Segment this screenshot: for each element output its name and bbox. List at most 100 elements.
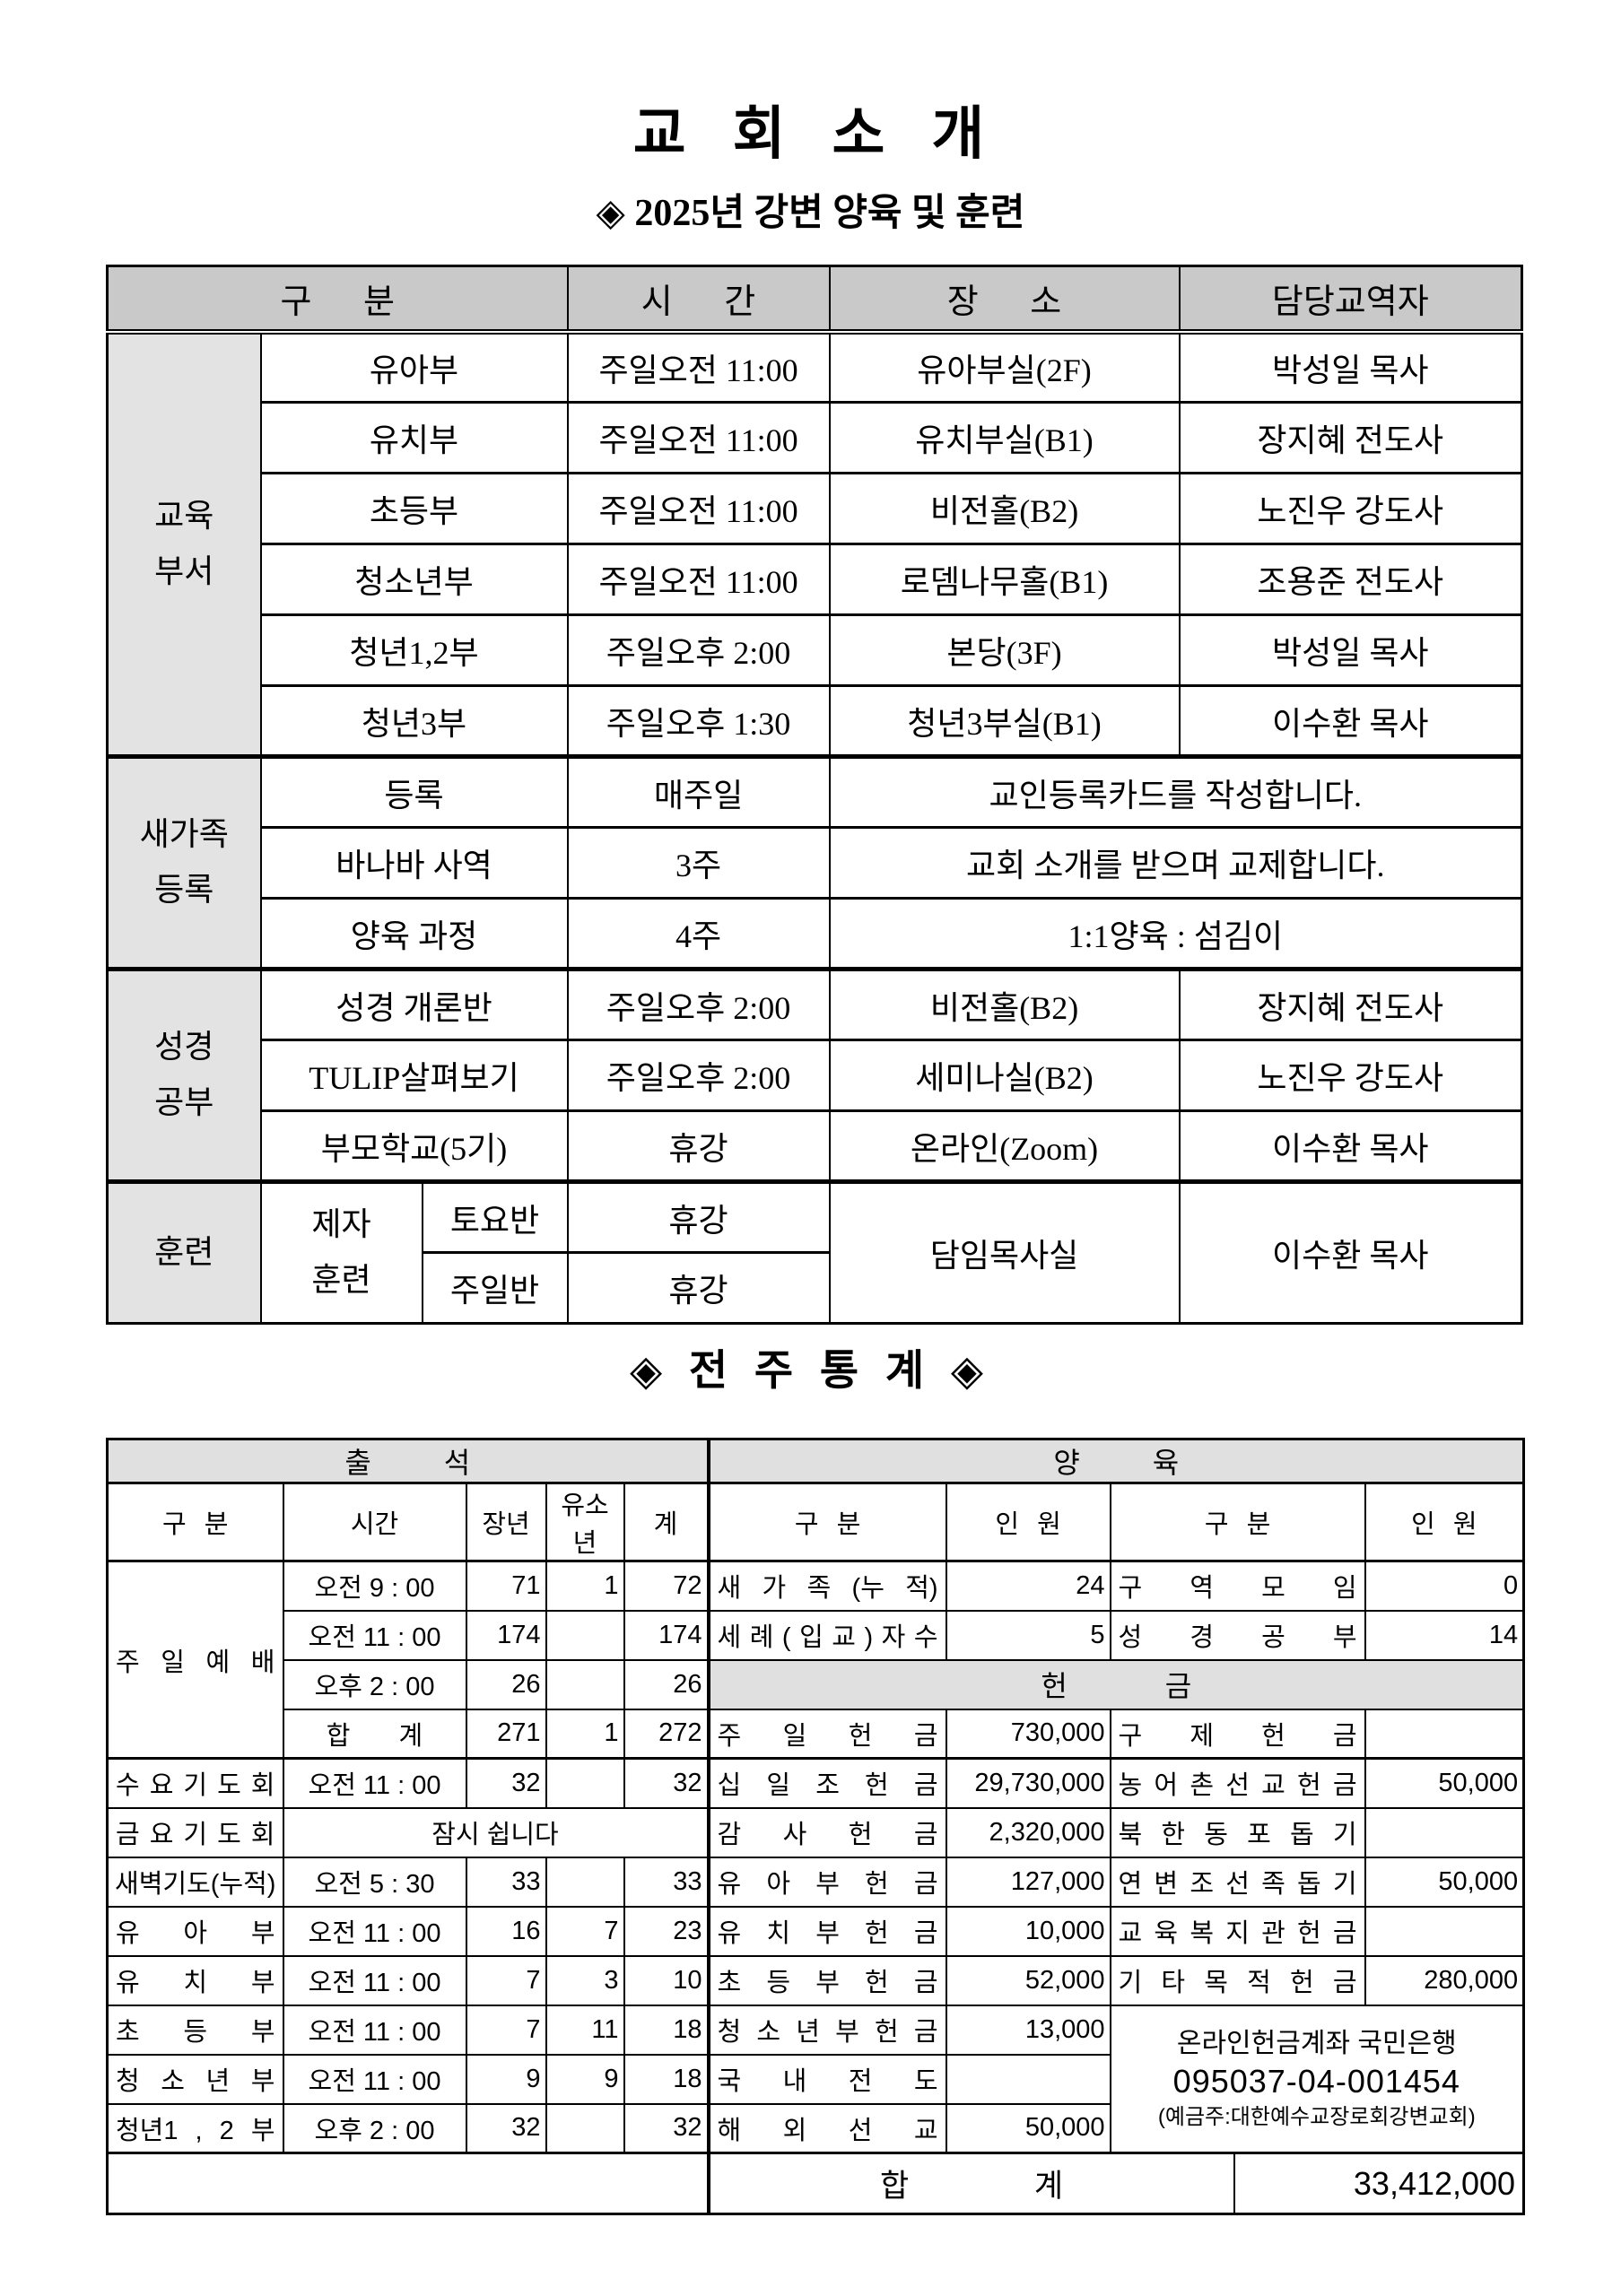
dept-name-cell: 성경 개론반 [259,967,569,1041]
table-row: TULIP살펴보기 주일오후 2:00 세미나실(B2) 노진우 강도사 [108,1039,1523,1112]
time-cell: 휴강 [566,1179,831,1254]
stat-label-cell: 십 일 조 헌 금 [706,1757,947,1809]
sum-count-cell: 18 [623,2004,710,2056]
dept-name-cell: 부모학교(5기) [259,1109,569,1183]
table-row: 유 치 부 오전 11 : 00 7 3 10 초 등 부 헌 금 52,000… [106,1954,1525,2006]
stat-value-cell: 29,730,000 [945,1757,1111,1809]
col-header-cat2: 구 분 [706,1482,947,1562]
stat-label-cell: 구 역 모 임 [1109,1560,1366,1612]
dept-name-cell: 청년1,2부 [259,613,569,687]
stat-value-cell [945,2053,1111,2105]
time-cell: 오전 11 : 00 [282,1609,467,1661]
adult-count-cell: 7 [465,1954,547,2006]
stat-value-cell: 0 [1364,1560,1525,1612]
time-cell: 휴강 [566,1251,831,1325]
dept-name-cell: 청년3부 [259,684,569,758]
section-header-nurture: 양 육 [706,1438,1525,1484]
stat-value-cell: 14 [1364,1609,1525,1661]
stat-label-cell: 세 례 ( 입 교 ) 자 수 [706,1609,947,1661]
stat-label-cell: 청 소 년 부 헌 금 [706,2004,947,2056]
table-row: 부모학교(5기) 휴강 온라인(Zoom) 이수환 목사 [108,1109,1523,1183]
stat-value-cell: 50,000 [1364,1856,1525,1908]
section-header-attendance: 출 석 [106,1438,710,1484]
intro-header-row: 구 분 시 간 장 소 담당교역자 [106,265,1523,335]
time-cell: 주일오후 1:30 [566,684,831,758]
service-group-cell: 금 요 기 도 회 [106,1806,284,1858]
stat-label-cell: 유 치 부 헌 금 [706,1905,947,1957]
stat-label-cell: 주 일 헌 금 [706,1708,947,1760]
col-header-minor: 유소년 [545,1482,625,1562]
place-cell: 로뎀나무홀(B1) [828,543,1181,616]
table-row: 합 계 33,412,000 [106,2152,1525,2215]
offering-section-header: 헌 금 [706,1658,1525,1710]
table-row: 수 요 기 도 회 오전 11 : 00 32 32 십 일 조 헌 금 29,… [106,1757,1525,1809]
adult-count-cell: 9 [465,2053,547,2105]
discipleship-cell: 제자 훈련 [259,1179,423,1325]
service-group-cell: 주 일 예 배 [106,1560,284,1760]
minor-count-cell [545,1757,625,1809]
place-cell: 비전홀(B2) [828,967,1181,1041]
table-row: 금 요 기 도 회 잠시 쉽니다 감 사 헌 금 2,320,000 북 한 동… [106,1806,1525,1858]
sum-count-cell: 174 [623,1609,710,1661]
service-group-cell: 수 요 기 도 회 [106,1757,284,1809]
stat-value-cell: 13,000 [945,2004,1111,2056]
stat-value-cell: 730,000 [945,1708,1111,1760]
col-header-sum: 계 [623,1482,710,1562]
time-cell: 휴강 [566,1109,831,1183]
service-group-cell: 유 아 부 [106,1905,284,1957]
time-cell: 3주 [566,826,831,900]
total-label-cell: 합 계 [706,2152,1235,2215]
service-group-cell: 청 소 년 부 [106,2053,284,2105]
account-bank-line: 온라인헌금계좌 국민은행 [1176,2029,1457,2059]
pastor-cell: 이수환 목사 [1178,1109,1523,1183]
table-row: 청 소 년 부 오전 11 : 00 9 9 18 국 내 전 도 [106,2053,1524,2105]
table-row: 주일반 휴강 [108,1251,1522,1325]
stat-label-cell: 해 외 선 교 [706,2102,947,2154]
table-row: 청년1,2부 주일오후 2:00 본당(3F) 박성일 목사 [108,613,1523,687]
time-cell: 오전 11 : 00 [282,1757,467,1809]
service-group-cell: 유 치 부 [106,1954,284,2006]
table-row: 주 일 예 배 오전 9 : 00 71 1 72 새 가 족 (누 적) 24… [106,1560,1525,1760]
adult-count-cell: 174 [465,1609,547,1661]
minor-count-cell [545,1856,625,1908]
minor-count-cell: 9 [545,2053,625,2105]
dept-name-cell: 유치부 [259,401,569,474]
table-row: 훈련 제자 훈련 토요반 휴강 담임목사실 이수환 목사 [106,1179,1523,1325]
time-cell: 주일오전 11:00 [566,543,831,616]
group-label-cell: 훈련 [106,1179,262,1325]
stat-value-cell [1364,1806,1525,1858]
pastor-cell: 조용준 전도사 [1178,543,1523,616]
sum-count-cell: 32 [623,1757,710,1809]
service-group-cell: 초 등 부 [106,2004,284,2056]
time-cell: 오후 2 : 00 [282,1658,467,1710]
table-row: 새벽기도(누적) 오전 5 : 30 33 33 유 아 부 헌 금 127,0… [106,1856,1525,1908]
time-cell: 주일오전 11:00 [566,401,831,474]
empty-cell [106,2152,710,2215]
description-cell: 교회 소개를 받으며 교제합니다. [828,826,1523,900]
stat-label-cell: 연 변 조 선 족 돕 기 [1109,1856,1366,1908]
time-cell: 매주일 [566,754,831,829]
place-cell: 담임목사실 [828,1179,1181,1325]
time-cell: 오전 5 : 30 [282,1856,467,1908]
table-row: 바나바 사역 3주 교회 소개를 받으며 교제합니다. [108,826,1523,900]
place-cell: 세미나실(B2) [828,1039,1181,1112]
group-label-cell: 새가족 등록 [106,754,262,970]
col-header-num3: 인 원 [1364,1482,1525,1562]
minor-count-cell [545,2102,625,2154]
description-cell: 교인등록카드를 작성합니다. [828,754,1523,829]
stat-value-cell: 52,000 [945,1954,1111,2006]
group-label-cell: 교육 부서 [106,330,262,758]
pastor-cell: 노진우 강도사 [1178,472,1523,545]
stat-value-cell: 50,000 [1364,1757,1525,1809]
stat-label-cell: 구 제 헌 금 [1109,1708,1366,1760]
time-cell: 오전 11 : 00 [282,1905,467,1957]
class-name-cell: 주일반 [421,1251,569,1325]
col-header-cat: 구 분 [106,1482,284,1562]
time-cell: 주일오후 2:00 [566,1039,831,1112]
table-row: 유 아 부 오전 11 : 00 16 7 23 유 치 부 헌 금 10,00… [106,1905,1525,1957]
pastor-cell: 이수환 목사 [1178,684,1523,758]
sum-count-cell: 32 [623,2102,710,2154]
stat-label-cell: 유 아 부 헌 금 [706,1856,947,1908]
note-cell: 잠시 쉽니다 [282,1806,710,1858]
stat-value-cell: 2,320,000 [945,1806,1111,1858]
